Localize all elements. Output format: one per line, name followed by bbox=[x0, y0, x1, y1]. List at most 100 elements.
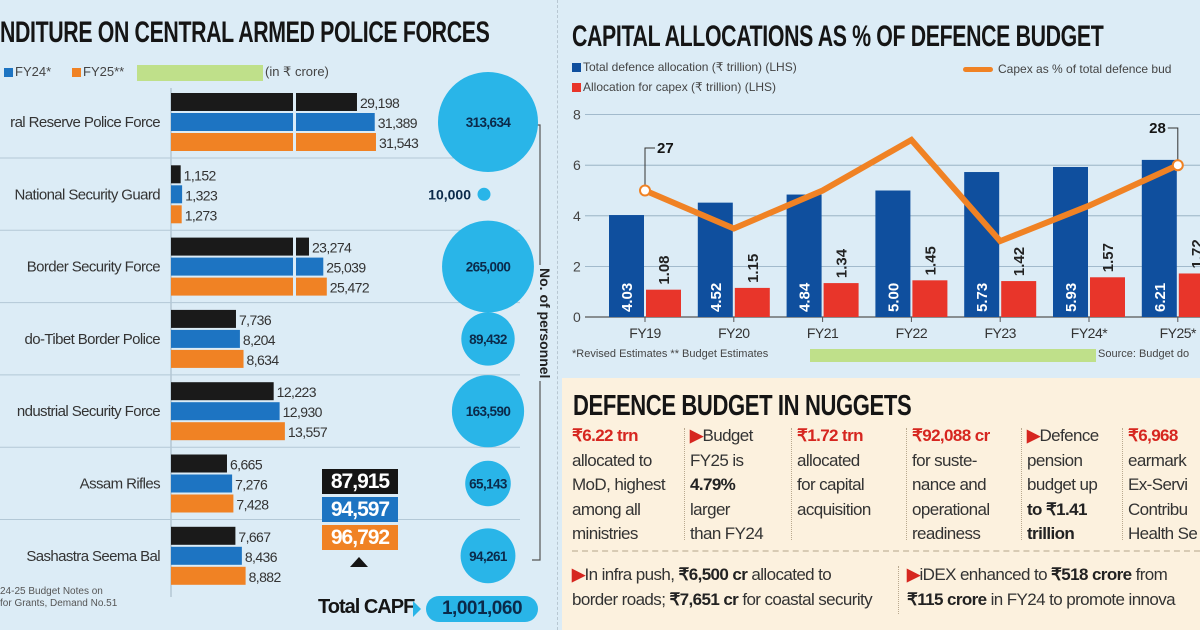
nugget-item: ₹1.72 trn allocated for capital acquisition bbox=[797, 424, 871, 522]
bar bbox=[171, 185, 183, 204]
bar-value-label: 5.00 bbox=[885, 283, 902, 312]
bar-segment bbox=[171, 257, 293, 276]
nugget-line: larger bbox=[690, 498, 763, 523]
nugget-text: allocated to bbox=[747, 565, 832, 584]
bar-total-allocation bbox=[875, 190, 911, 317]
bar-value: 7,667 bbox=[238, 529, 271, 545]
fy24-swatch-icon bbox=[4, 68, 13, 78]
nugget-text: in FY24 to promote innova bbox=[986, 589, 1176, 609]
nugget-text: acquisition bbox=[797, 499, 871, 519]
bar-value: 8,204 bbox=[243, 332, 276, 348]
column-divider bbox=[898, 566, 899, 614]
bar bbox=[171, 566, 246, 585]
nugget-text: trillion bbox=[1027, 524, 1075, 543]
line-point bbox=[909, 137, 914, 142]
chart-source: Source: Budget do bbox=[1098, 348, 1190, 360]
row-label: National Security Guard bbox=[15, 186, 161, 203]
capex-pct-line bbox=[643, 136, 1180, 245]
bar-value: 25,472 bbox=[330, 280, 370, 296]
nugget-text: Defence bbox=[1039, 426, 1099, 445]
capex-title: CAPITAL ALLOCATIONS AS % OF DEFENCE BUDG… bbox=[572, 20, 1104, 53]
point-label: 27 bbox=[657, 140, 674, 157]
nugget-text: nance and bbox=[912, 475, 987, 494]
bar-capex bbox=[823, 283, 859, 317]
nugget-text: Health Se bbox=[1128, 524, 1198, 543]
x-tick-label: FY24* bbox=[1071, 325, 1108, 341]
row-label: ral Reserve Police Force bbox=[10, 114, 160, 131]
nugget-line: MoD, highest bbox=[572, 473, 666, 498]
bar-capex bbox=[1090, 277, 1125, 317]
nugget-text: Budget bbox=[702, 426, 753, 445]
line-point bbox=[820, 188, 825, 193]
nugget-line: pension bbox=[1027, 449, 1099, 474]
nugget-line: ₹1.72 trn bbox=[797, 424, 871, 449]
bar-capex bbox=[912, 280, 948, 317]
line-point bbox=[1087, 203, 1091, 208]
nugget-text: FY25 is bbox=[690, 450, 744, 470]
nugget-text: operational bbox=[912, 499, 990, 519]
nuggets-divider bbox=[572, 550, 1200, 552]
blue-swatch-icon bbox=[572, 63, 581, 73]
nugget-item: ▶Defence pension budget up to ₹1.41 trillion bbox=[1027, 424, 1099, 547]
bar bbox=[171, 474, 233, 493]
nugget-footer-item: ▶iDEX enhanced to ₹518 crore from ₹115 cr… bbox=[907, 563, 1176, 612]
panel-divider bbox=[557, 0, 558, 630]
pointer-up-icon bbox=[350, 557, 368, 567]
capf-title: NDITURE ON CENTRAL ARMED POLICE FORCES bbox=[0, 16, 490, 49]
x-tick-label: FY25* bbox=[1160, 325, 1197, 341]
label-leader bbox=[644, 147, 655, 191]
row-label: Assam Rifles bbox=[80, 476, 160, 493]
line-marker bbox=[639, 184, 651, 197]
x-tick-label: FY21 bbox=[807, 325, 839, 341]
bar-value-label: 4.52 bbox=[708, 283, 725, 312]
bar-segment bbox=[171, 277, 293, 296]
personnel-value: 265,000 bbox=[466, 260, 511, 275]
nugget-line: to ₹1.41 bbox=[1027, 498, 1099, 523]
bar-value: 23,274 bbox=[312, 240, 352, 256]
personnel-value: 94,261 bbox=[469, 549, 508, 564]
total-capf-value: 1,001,060 bbox=[426, 596, 538, 622]
nugget-line: earmark bbox=[1128, 449, 1197, 474]
arrow-icon: ▶ bbox=[907, 565, 920, 584]
bar-value: 7,276 bbox=[235, 477, 268, 493]
column-divider bbox=[1122, 428, 1123, 540]
total-fy24: 94,597 bbox=[322, 497, 398, 522]
bar-segment bbox=[171, 133, 293, 151]
nugget-text: ₹6,500 cr bbox=[678, 565, 748, 584]
bar-value-label: 1.34 bbox=[834, 248, 851, 278]
nugget-text: from bbox=[1131, 565, 1168, 584]
nugget-item: ₹6,968 earmark Ex-Servi Contribu Health Se bbox=[1128, 424, 1198, 547]
personnel-value: 163,590 bbox=[466, 404, 511, 419]
bar-value: 6,665 bbox=[230, 457, 263, 473]
nugget-line: Ex-Servi bbox=[1128, 473, 1197, 498]
nugget-text: ministries bbox=[572, 524, 638, 543]
legend-label: Allocation for capex (₹ trillion) (LHS) bbox=[583, 80, 777, 94]
bar-value-label: 1.08 bbox=[656, 255, 673, 284]
nugget-line: 4.79% bbox=[690, 473, 763, 498]
x-tick-label: FY22 bbox=[896, 325, 928, 341]
nugget-text: earmark bbox=[1128, 450, 1187, 470]
column-divider bbox=[906, 428, 907, 540]
point-label: 28 bbox=[1149, 120, 1166, 137]
bar-value: 12,930 bbox=[283, 404, 323, 420]
personnel-bubble bbox=[460, 528, 516, 584]
nugget-text: readiness bbox=[912, 524, 981, 543]
x-tick-label: FY20 bbox=[718, 325, 750, 341]
bar-segment bbox=[296, 277, 327, 296]
nugget-item: ▶Budget FY25 is 4.79% larger than FY24 bbox=[690, 424, 764, 547]
bar-value: 8,882 bbox=[249, 569, 282, 585]
nugget-footer-item: ▶In infra push, ₹6,500 cr allocated to bo… bbox=[572, 563, 873, 612]
chart-footnote: *Revised Estimates ** Budget Estimates bbox=[572, 348, 769, 360]
nugget-line: readiness bbox=[912, 522, 990, 547]
personnel-bubble bbox=[477, 187, 491, 201]
bar-segment bbox=[171, 93, 293, 111]
bar-capex bbox=[1001, 281, 1037, 317]
line-point bbox=[731, 226, 736, 231]
nugget-text: Ex-Servi bbox=[1128, 475, 1188, 494]
nugget-line: among all bbox=[572, 498, 665, 523]
bar bbox=[171, 165, 181, 184]
highlight-bar bbox=[810, 349, 1096, 362]
bar-total-allocation bbox=[1141, 159, 1177, 317]
bar bbox=[171, 309, 236, 328]
